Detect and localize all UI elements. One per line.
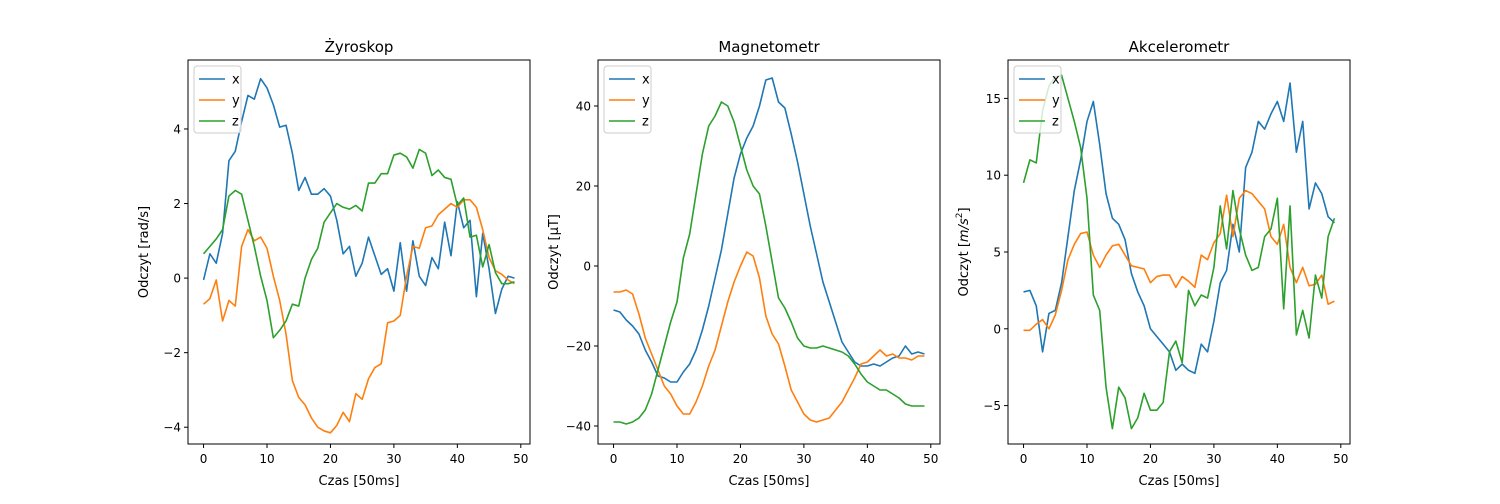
legend: xyz bbox=[603, 65, 652, 134]
x-tick-label: 20 bbox=[323, 452, 338, 466]
x-axis-label: Czas [50ms] bbox=[1139, 474, 1220, 489]
y-tick-label: −5 bbox=[983, 399, 1001, 413]
legend-label-z: z bbox=[1052, 115, 1059, 130]
series-line-z bbox=[202, 148, 515, 339]
y-tick-label: 15 bbox=[986, 92, 1001, 106]
y-tick-label: −2 bbox=[163, 346, 181, 360]
chart-title: Magnetometr bbox=[718, 38, 820, 56]
x-tick-label: 0 bbox=[1020, 452, 1028, 466]
x-tick-label: 20 bbox=[733, 452, 748, 466]
x-tick-label: 30 bbox=[796, 452, 811, 466]
y-tick-label: −4 bbox=[163, 421, 181, 435]
x-tick-label: 10 bbox=[1079, 452, 1094, 466]
x-tick-label: 40 bbox=[1270, 452, 1285, 466]
y-tick-label: 20 bbox=[576, 180, 591, 194]
x-axis-label: Czas [50ms] bbox=[319, 474, 400, 489]
legend-label-y: y bbox=[642, 94, 650, 109]
chart-panel-2: 0 10 20 30 40 50 −5 0 5 10 15 Akcelerometr Czas [50m… bbox=[955, 38, 1351, 489]
x-tick-label: 10 bbox=[259, 452, 274, 466]
y-tick-label: 0 bbox=[583, 260, 591, 274]
legend-label-y: y bbox=[232, 94, 240, 109]
x-tick-label: 0 bbox=[610, 452, 618, 466]
series-line-y bbox=[203, 199, 515, 434]
legend-label-y: y bbox=[1052, 94, 1060, 109]
x-tick-label: 40 bbox=[860, 452, 875, 466]
y-tick-label: 2 bbox=[173, 197, 181, 211]
legend-label-z: z bbox=[642, 115, 649, 130]
x-tick-label: 20 bbox=[1143, 452, 1158, 466]
legend-label-x: x bbox=[1052, 73, 1060, 88]
x-tick-label: 30 bbox=[1206, 452, 1221, 466]
y-axis-label: Odczyt [m/s2] bbox=[955, 207, 972, 296]
x-tick-label: 30 bbox=[386, 452, 401, 466]
legend: xyz bbox=[1013, 65, 1062, 134]
legend-label-x: x bbox=[642, 73, 650, 88]
x-tick-label: 50 bbox=[923, 452, 938, 466]
x-tick-label: 50 bbox=[1333, 452, 1348, 466]
plot-frame bbox=[597, 59, 941, 445]
series-line-y bbox=[1023, 189, 1335, 332]
series-line-x bbox=[613, 77, 925, 383]
series-line-z bbox=[1022, 74, 1336, 430]
y-axis-label: Odczyt [μT] bbox=[547, 214, 562, 290]
series-line-y bbox=[613, 251, 925, 423]
legend-label-z: z bbox=[232, 115, 239, 130]
y-tick-label: 5 bbox=[993, 246, 1001, 260]
series-line-x bbox=[1023, 82, 1336, 375]
y-tick-label: 0 bbox=[173, 272, 181, 286]
x-tick-label: 10 bbox=[669, 452, 684, 466]
plot-frame bbox=[187, 59, 531, 445]
chart-title: Akcelerometr bbox=[1129, 38, 1231, 56]
y-tick-label: 10 bbox=[986, 169, 1001, 183]
x-tick-label: 0 bbox=[200, 452, 208, 466]
y-tick-label: 40 bbox=[576, 100, 591, 114]
x-tick-label: 40 bbox=[450, 452, 465, 466]
y-axis-label: Odczyt [rad/s] bbox=[137, 206, 152, 298]
x-tick-label: 50 bbox=[513, 452, 528, 466]
legend: xyz bbox=[193, 65, 242, 134]
series-line-x bbox=[202, 77, 515, 315]
y-tick-label: −40 bbox=[566, 420, 591, 434]
y-tick-label: 4 bbox=[173, 122, 181, 136]
series-line-z bbox=[613, 101, 925, 425]
chart-panel-0: 0 10 20 30 40 50 −4 −2 0 2 4 Żyroskop Czas [50ms] Odc… bbox=[137, 37, 531, 489]
chart-panel-1: 0 10 20 30 40 50 −40 −20 0 20 40 Magnetometr Czas [5… bbox=[547, 38, 941, 489]
legend-label-x: x bbox=[232, 73, 240, 88]
chart-title: Żyroskop bbox=[325, 37, 394, 56]
y-tick-label: 0 bbox=[993, 322, 1001, 336]
y-tick-label: −20 bbox=[566, 340, 591, 354]
x-axis-label: Czas [50ms] bbox=[729, 474, 810, 489]
